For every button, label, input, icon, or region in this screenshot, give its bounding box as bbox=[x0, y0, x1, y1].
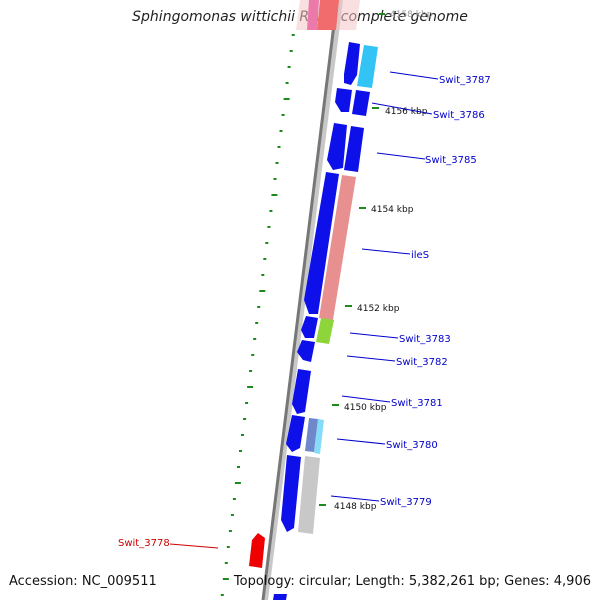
gc-dot bbox=[232, 498, 236, 500]
feature-track bbox=[249, 0, 378, 600]
gc-dot bbox=[228, 530, 232, 532]
gene-label-swit-3781[interactable]: Swit_3781 bbox=[391, 398, 443, 409]
gene-label-swit-3782[interactable]: Swit_3782 bbox=[396, 357, 448, 368]
gc-dot bbox=[249, 370, 253, 372]
gc-dot bbox=[234, 482, 241, 484]
gc-dot bbox=[222, 578, 229, 580]
leader-line bbox=[346, 355, 396, 362]
gene-label-swit-3785[interactable]: Swit_3785 bbox=[425, 155, 477, 166]
gc-dot bbox=[251, 354, 255, 356]
scale-ticks: 4158 kbp 4156 kbp 4154 kbp 4152 kbp 4150… bbox=[319, 10, 433, 512]
leader-line bbox=[389, 71, 439, 80]
scale-tick-label: 4152 kbp bbox=[357, 304, 400, 314]
gc-dot bbox=[243, 418, 247, 420]
leader-line bbox=[169, 543, 219, 549]
gc-dot bbox=[263, 258, 267, 260]
gene-swit-3779-a[interactable] bbox=[281, 455, 301, 532]
feature-top-highlight bbox=[296, 0, 360, 30]
gc-dot bbox=[271, 194, 278, 196]
gc-dot bbox=[237, 466, 240, 468]
gc-dot bbox=[220, 594, 224, 596]
gene-swit-3778[interactable] bbox=[249, 533, 265, 568]
genome-backbone-shadow bbox=[262, 0, 343, 600]
gc-dot bbox=[241, 434, 244, 436]
gc-dot bbox=[230, 514, 234, 516]
scale-tick-label: 4156 kbp bbox=[385, 107, 428, 117]
scale-tick-label: 4154 kbp bbox=[371, 205, 414, 215]
gene-swit-3782[interactable] bbox=[297, 340, 315, 362]
gene-swit-3785-a[interactable] bbox=[327, 123, 347, 170]
leader-line bbox=[349, 332, 399, 339]
gc-dot bbox=[285, 82, 289, 84]
gene-bottom-partial[interactable] bbox=[273, 594, 287, 600]
gene-swit-3780-c[interactable] bbox=[314, 419, 324, 454]
leader-line bbox=[376, 152, 426, 160]
gc-dot bbox=[277, 146, 281, 148]
gc-dot bbox=[283, 98, 290, 100]
gene-iles[interactable] bbox=[319, 175, 356, 320]
scale-tick-label: 4158 kbp bbox=[390, 10, 433, 20]
gc-dot bbox=[247, 386, 254, 388]
gene-long-cds[interactable] bbox=[304, 172, 339, 314]
gc-dot bbox=[261, 274, 265, 276]
gene-swit-3781[interactable] bbox=[292, 369, 311, 414]
gene-label-swit-3779[interactable]: Swit_3779 bbox=[380, 497, 432, 508]
gene-swit-3783-green[interactable] bbox=[316, 318, 334, 344]
gc-dot bbox=[267, 226, 271, 228]
gc-dot bbox=[253, 338, 257, 340]
genome-summary-text: Topology: circular; Length: 5,382,261 bp… bbox=[233, 574, 591, 589]
gc-dot bbox=[245, 402, 249, 404]
gc-dot bbox=[265, 242, 269, 244]
gc-dot bbox=[273, 178, 277, 180]
gene-swit-3786-b[interactable] bbox=[352, 90, 370, 116]
gene-swit-3780-b[interactable] bbox=[305, 418, 318, 452]
scale-tick-label: 4150 kbp bbox=[344, 403, 387, 413]
gene-label-swit-3778[interactable]: Swit_3778 bbox=[118, 538, 170, 549]
leader-line bbox=[341, 395, 391, 403]
gc-dot bbox=[281, 114, 285, 116]
gene-label-swit-3783[interactable]: Swit_3783 bbox=[399, 334, 451, 345]
gc-dot bbox=[257, 306, 261, 308]
gene-label-iles[interactable]: ileS bbox=[411, 250, 429, 261]
leader-line bbox=[361, 248, 411, 255]
gene-swit-3783[interactable] bbox=[301, 316, 318, 338]
genome-backbone bbox=[261, 0, 339, 600]
gene-label-swit-3786[interactable]: Swit_3786 bbox=[433, 110, 485, 121]
gene-label-swit-3780[interactable]: Swit_3780 bbox=[386, 440, 438, 451]
accession-text: Accession: NC_009511 bbox=[9, 574, 157, 589]
gc-dot bbox=[226, 546, 230, 548]
gc-dot bbox=[279, 130, 283, 132]
gc-dot bbox=[291, 34, 295, 36]
gene-labels: Swit_3787 Swit_3786 Swit_3785 ileS Swit_… bbox=[118, 71, 491, 549]
gene-label-swit-3787[interactable]: Swit_3787 bbox=[439, 75, 491, 86]
gene-swit-3785-b[interactable] bbox=[344, 126, 364, 172]
leader-line bbox=[330, 495, 380, 502]
gene-swit-3787-b[interactable] bbox=[357, 45, 378, 88]
gc-content-track bbox=[220, 34, 295, 596]
gc-dot bbox=[259, 290, 266, 292]
gc-dot bbox=[275, 162, 279, 164]
gene-swit-3780-a[interactable] bbox=[286, 415, 305, 452]
gc-dot bbox=[287, 66, 291, 68]
gc-dot bbox=[224, 562, 228, 564]
gc-dot bbox=[269, 210, 273, 212]
gc-dot bbox=[289, 50, 293, 52]
leader-line bbox=[336, 438, 386, 445]
leader-line bbox=[371, 102, 433, 115]
gene-swit-3786-a[interactable] bbox=[335, 88, 352, 112]
gc-dot bbox=[255, 322, 259, 324]
gene-swit-3787-a[interactable] bbox=[344, 42, 360, 85]
gc-dot bbox=[239, 450, 242, 452]
gene-swit-3779-b[interactable] bbox=[298, 456, 320, 534]
scale-tick-label: 4148 kbp bbox=[334, 502, 377, 512]
